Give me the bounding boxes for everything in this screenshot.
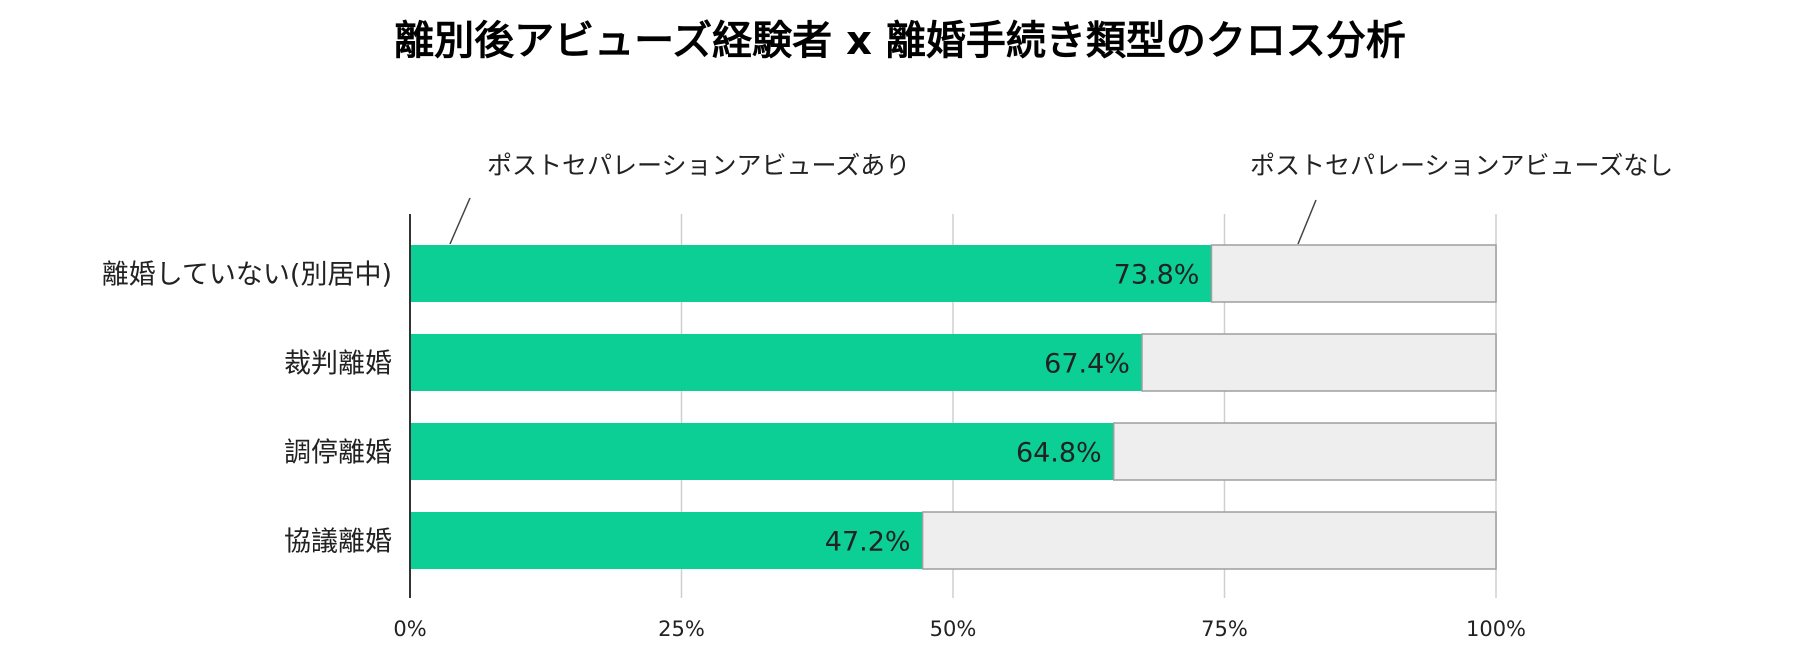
bar-abuse-no xyxy=(921,511,1497,570)
category-label: 調停離婚 xyxy=(284,438,392,469)
x-tick-label: 75% xyxy=(1201,617,1248,641)
bar-value-label: 64.8% xyxy=(1016,438,1102,469)
legend-leader-line xyxy=(449,197,471,245)
legend-abuse-no: ポストセパレーションアビューズなし xyxy=(1250,151,1673,180)
legend: ポストセパレーションアビューズあり ポストセパレーションアビューズなし xyxy=(449,151,1673,245)
x-tick-label: 100% xyxy=(1466,617,1526,641)
bar-value-label: 47.2% xyxy=(825,527,911,558)
category-label: 協議離婚 xyxy=(284,527,392,558)
bar-abuse-yes xyxy=(410,512,923,569)
bar-value-label: 73.8% xyxy=(1114,260,1200,291)
bar-value-label: 67.4% xyxy=(1044,349,1130,380)
category-label: 裁判離婚 xyxy=(284,349,392,380)
x-tick-label: 25% xyxy=(658,617,705,641)
legend-leader-line xyxy=(1297,199,1317,245)
chart-title: 離別後アビューズ経験者 x 離婚手続き類型のクロス分析 xyxy=(394,18,1406,64)
bar-abuse-yes xyxy=(410,245,1212,302)
bar-abuse-no xyxy=(1112,422,1497,481)
category-label: 離婚していない(別居中) xyxy=(102,260,392,291)
x-tick-label: 0% xyxy=(393,617,426,641)
x-tick-label: 50% xyxy=(930,617,977,641)
bar-abuse-yes xyxy=(410,334,1142,391)
bar-abuse-no xyxy=(1141,333,1497,392)
legend-abuse-yes: ポストセパレーションアビューズあり xyxy=(487,151,910,180)
bar-abuse-yes xyxy=(410,423,1114,480)
bars: 73.8% 67.4% 64.8% 47.2% xyxy=(410,244,1497,570)
bar-abuse-no xyxy=(1210,244,1497,303)
